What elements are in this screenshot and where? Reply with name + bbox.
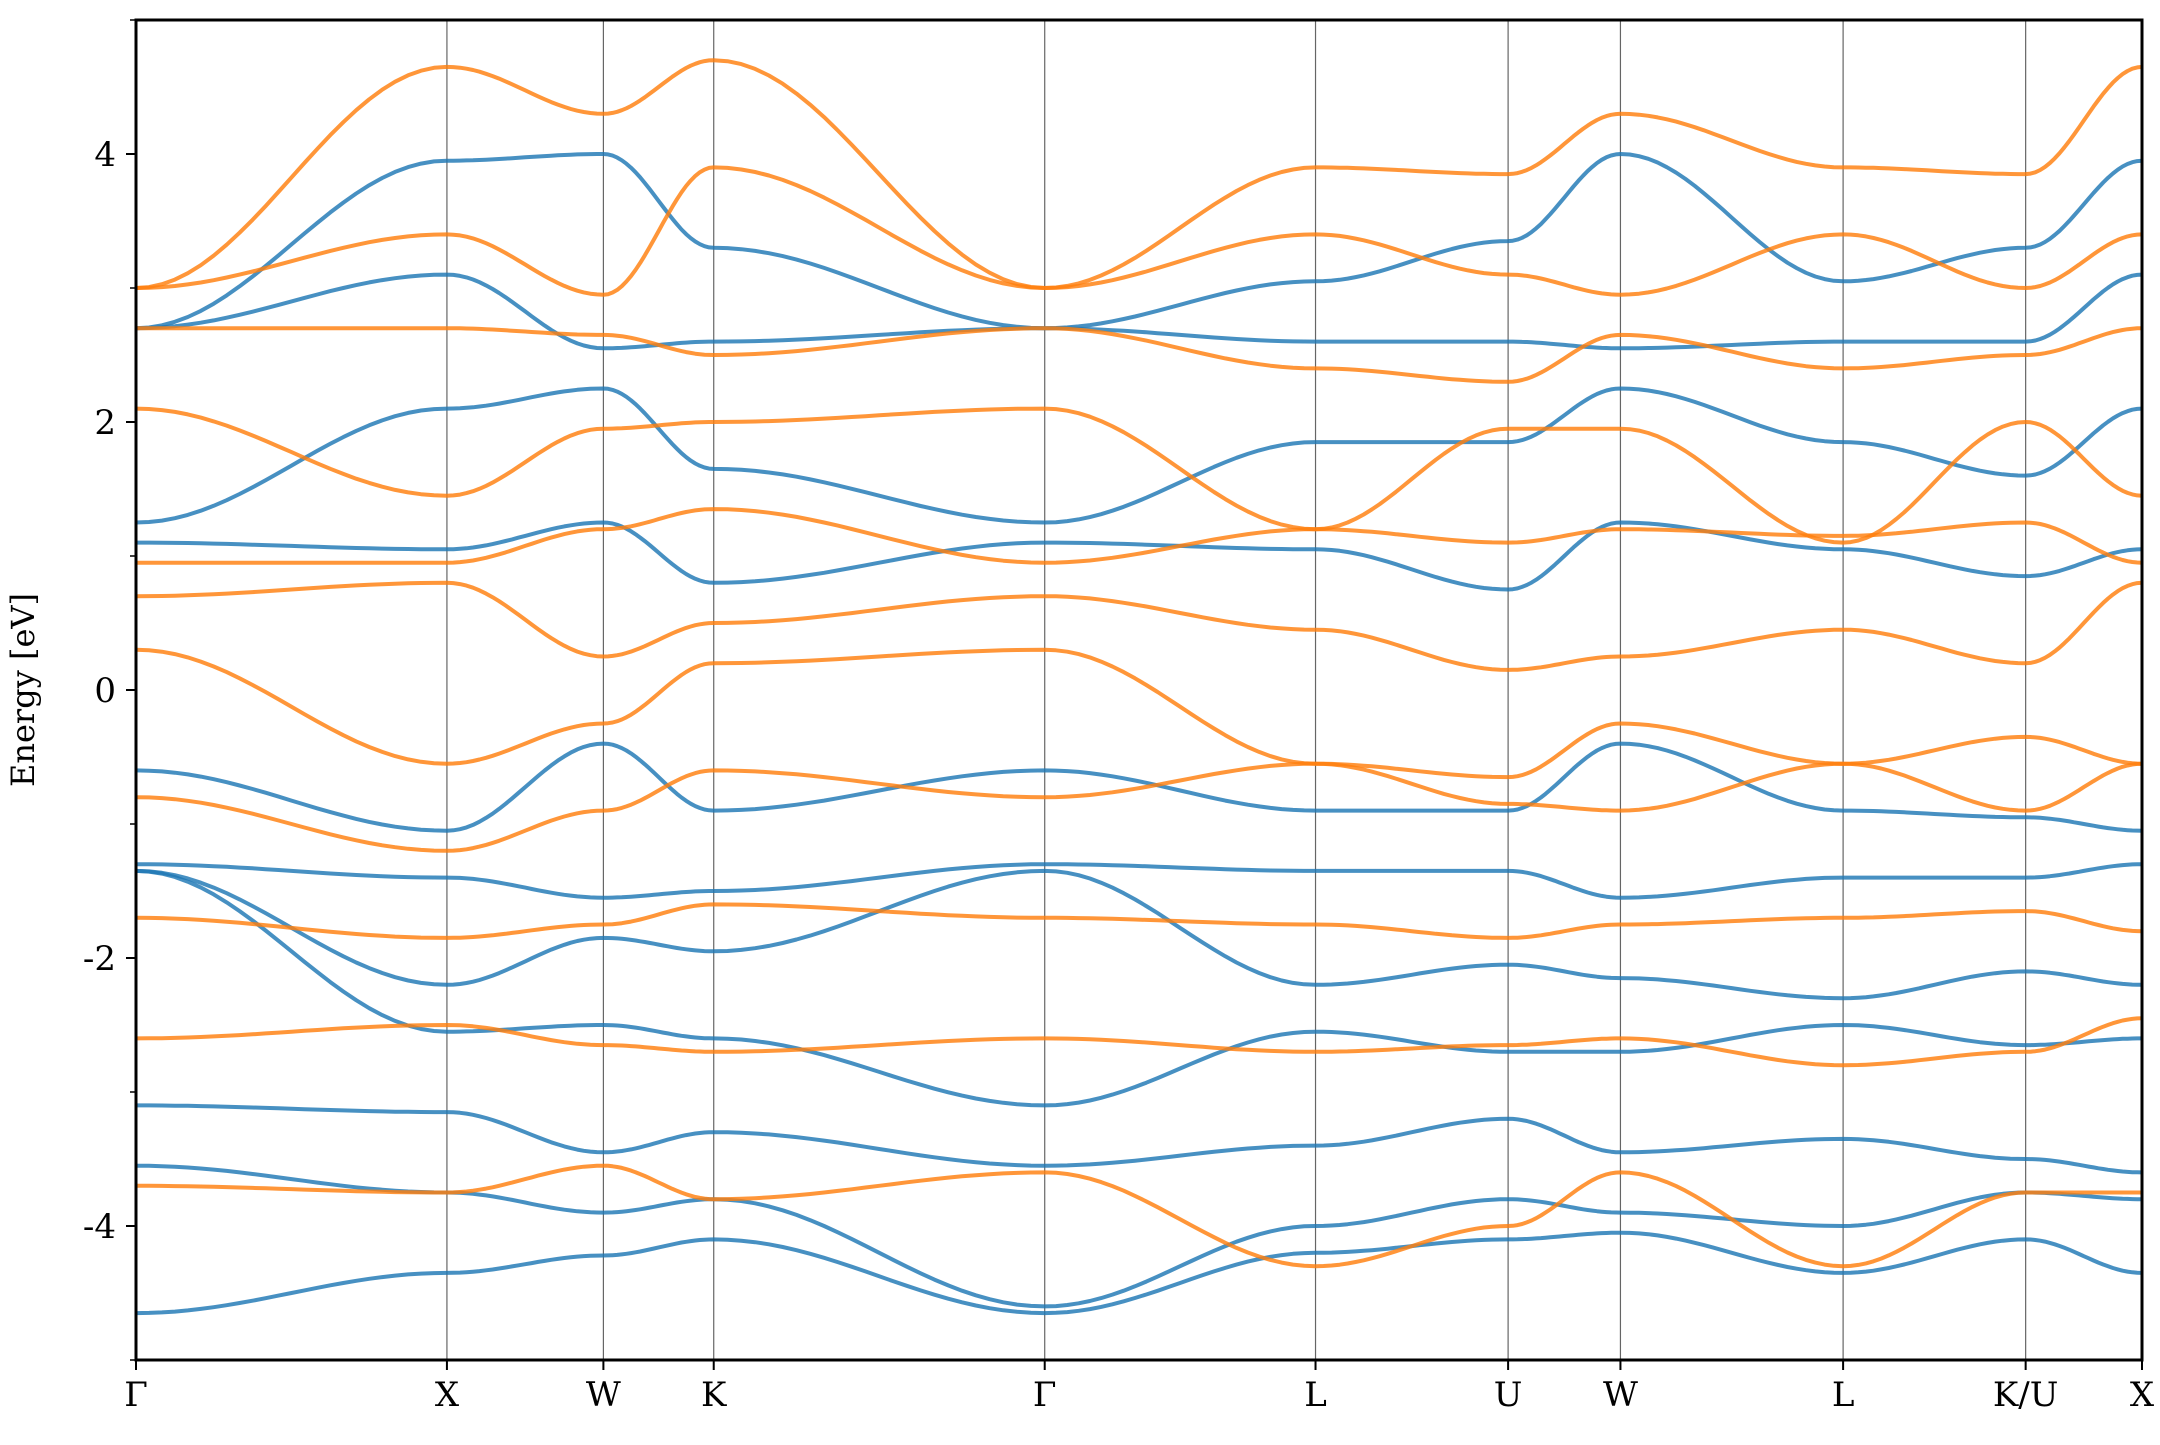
y-tick-label: 4 bbox=[94, 135, 116, 175]
band-line bbox=[136, 741, 2142, 833]
x-tick-label: Γ bbox=[124, 1375, 148, 1415]
x-tick-label: K bbox=[701, 1375, 727, 1415]
x-tick-label: W bbox=[1603, 1375, 1638, 1415]
band-line bbox=[136, 1230, 2142, 1316]
band-line bbox=[136, 165, 2142, 297]
band-line bbox=[136, 868, 2142, 1001]
x-tick-label: Γ bbox=[1033, 1375, 1057, 1415]
band-line bbox=[136, 272, 2142, 351]
band-line bbox=[136, 862, 2142, 900]
band-line bbox=[136, 580, 2142, 672]
y-tick-label: -4 bbox=[83, 1207, 116, 1247]
band-line bbox=[136, 386, 2142, 525]
band-line bbox=[136, 761, 2142, 853]
band-line bbox=[136, 520, 2142, 592]
x-tick-label: X bbox=[2130, 1375, 2155, 1415]
bands bbox=[136, 58, 2142, 1316]
y-axis-label: Energy [eV] bbox=[4, 593, 42, 787]
x-tick-label: U bbox=[1494, 1375, 1523, 1415]
x-tick-label: L bbox=[1832, 1375, 1855, 1415]
y-tick-label: -2 bbox=[83, 939, 116, 979]
x-tick-label: X bbox=[435, 1375, 460, 1415]
band-line bbox=[136, 1016, 2142, 1068]
x-axis: Γ X W K Γ L U W L K/U X bbox=[124, 1360, 2155, 1415]
band-line bbox=[136, 902, 2142, 940]
band-line bbox=[136, 406, 2142, 545]
y-tick-label: 0 bbox=[94, 671, 116, 711]
band-line bbox=[136, 152, 2142, 331]
band-line bbox=[136, 507, 2142, 565]
band-line bbox=[136, 647, 2142, 780]
band-line bbox=[136, 1103, 2142, 1175]
band-line bbox=[136, 1163, 2142, 1309]
band-line bbox=[136, 326, 2142, 384]
band-line bbox=[136, 868, 2142, 1108]
band-line bbox=[136, 1163, 2142, 1269]
band-line bbox=[136, 58, 2142, 290]
x-tick-label: K/U bbox=[1993, 1375, 2059, 1415]
y-axis: -4 -2 0 2 4 bbox=[83, 19, 136, 1361]
y-tick-label: 2 bbox=[94, 403, 116, 443]
x-tick-label: W bbox=[586, 1375, 621, 1415]
x-tick-label: L bbox=[1304, 1375, 1327, 1415]
kpoint-lines bbox=[446, 20, 2027, 1360]
